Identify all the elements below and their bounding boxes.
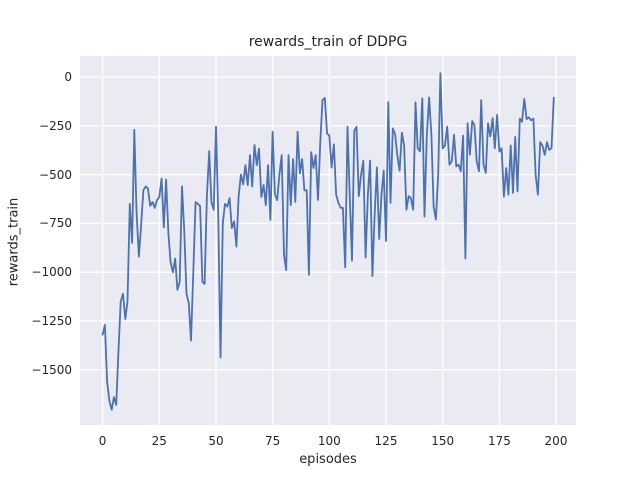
y-tick-label: −500 xyxy=(39,167,72,182)
series-line xyxy=(101,72,555,411)
x-tick-label: 50 xyxy=(208,434,224,448)
x-tick-label: 175 xyxy=(487,434,511,448)
y-tick-label: −1250 xyxy=(31,314,72,328)
x-tick-label: 150 xyxy=(431,434,455,448)
y-tick-label: −1500 xyxy=(31,362,72,377)
x-axis-label: episodes xyxy=(299,452,357,467)
y-axis-label: rewards_train xyxy=(6,197,22,287)
y-tick-label: −1000 xyxy=(31,265,72,280)
y-tick-label: 0 xyxy=(64,70,72,85)
x-tick-label: 125 xyxy=(374,434,398,448)
x-tick-label: 25 xyxy=(151,434,167,448)
x-tick-label: 0 xyxy=(98,434,107,448)
x-tick-label: 75 xyxy=(264,434,281,448)
chart-title: rewards_train of DDPG xyxy=(248,34,408,50)
x-tick-label: 100 xyxy=(317,434,341,448)
y-tick-label: −250 xyxy=(39,118,72,133)
x-tick-label: 200 xyxy=(544,434,568,448)
plot-area xyxy=(80,56,576,425)
y-tick-label: −750 xyxy=(39,216,72,231)
